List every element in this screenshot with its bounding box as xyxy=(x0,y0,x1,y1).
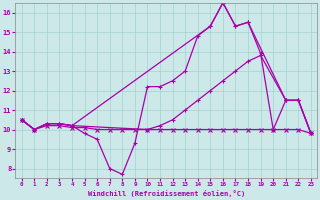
X-axis label: Windchill (Refroidissement éolien,°C): Windchill (Refroidissement éolien,°C) xyxy=(88,190,245,197)
